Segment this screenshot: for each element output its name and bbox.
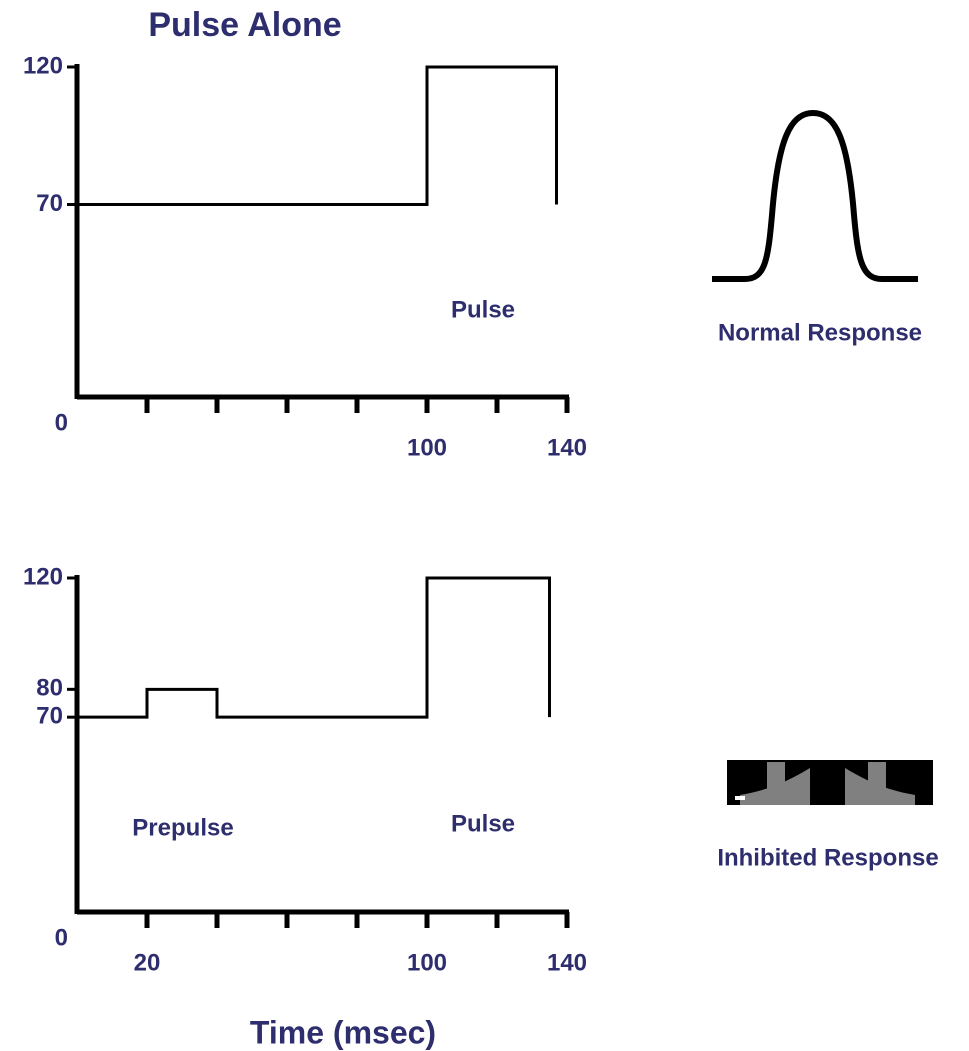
- y-tick-label: 80: [36, 675, 63, 702]
- x-tick-label: 100: [407, 434, 447, 461]
- chart-title: Pulse Alone: [148, 6, 341, 44]
- y-tick-label: 120: [23, 563, 63, 590]
- response-label: Inhibited Response: [717, 844, 938, 871]
- annotation: Prepulse: [132, 814, 233, 841]
- y-tick-label: 0: [55, 924, 68, 951]
- x-axis-label: Time (msec): [250, 1014, 436, 1050]
- x-tick-label: 100: [407, 949, 447, 976]
- y-tick-label: 0: [55, 409, 68, 436]
- annotation: Pulse: [451, 810, 515, 837]
- response-label: Normal Response: [718, 319, 922, 346]
- inhibited-response-image: [727, 760, 933, 805]
- x-tick-label: 140: [547, 949, 587, 976]
- stimulus-line: [77, 576, 551, 719]
- y-tick-label: 120: [23, 52, 63, 79]
- annotation: Pulse: [451, 296, 515, 323]
- normal-response-curve: [712, 109, 918, 282]
- x-tick-label: 20: [134, 949, 161, 976]
- y-tick-label: 70: [36, 190, 63, 217]
- y-tick-label: 70: [36, 703, 63, 730]
- x-tick-label: 140: [547, 434, 587, 461]
- stimulus-line: [77, 65, 558, 206]
